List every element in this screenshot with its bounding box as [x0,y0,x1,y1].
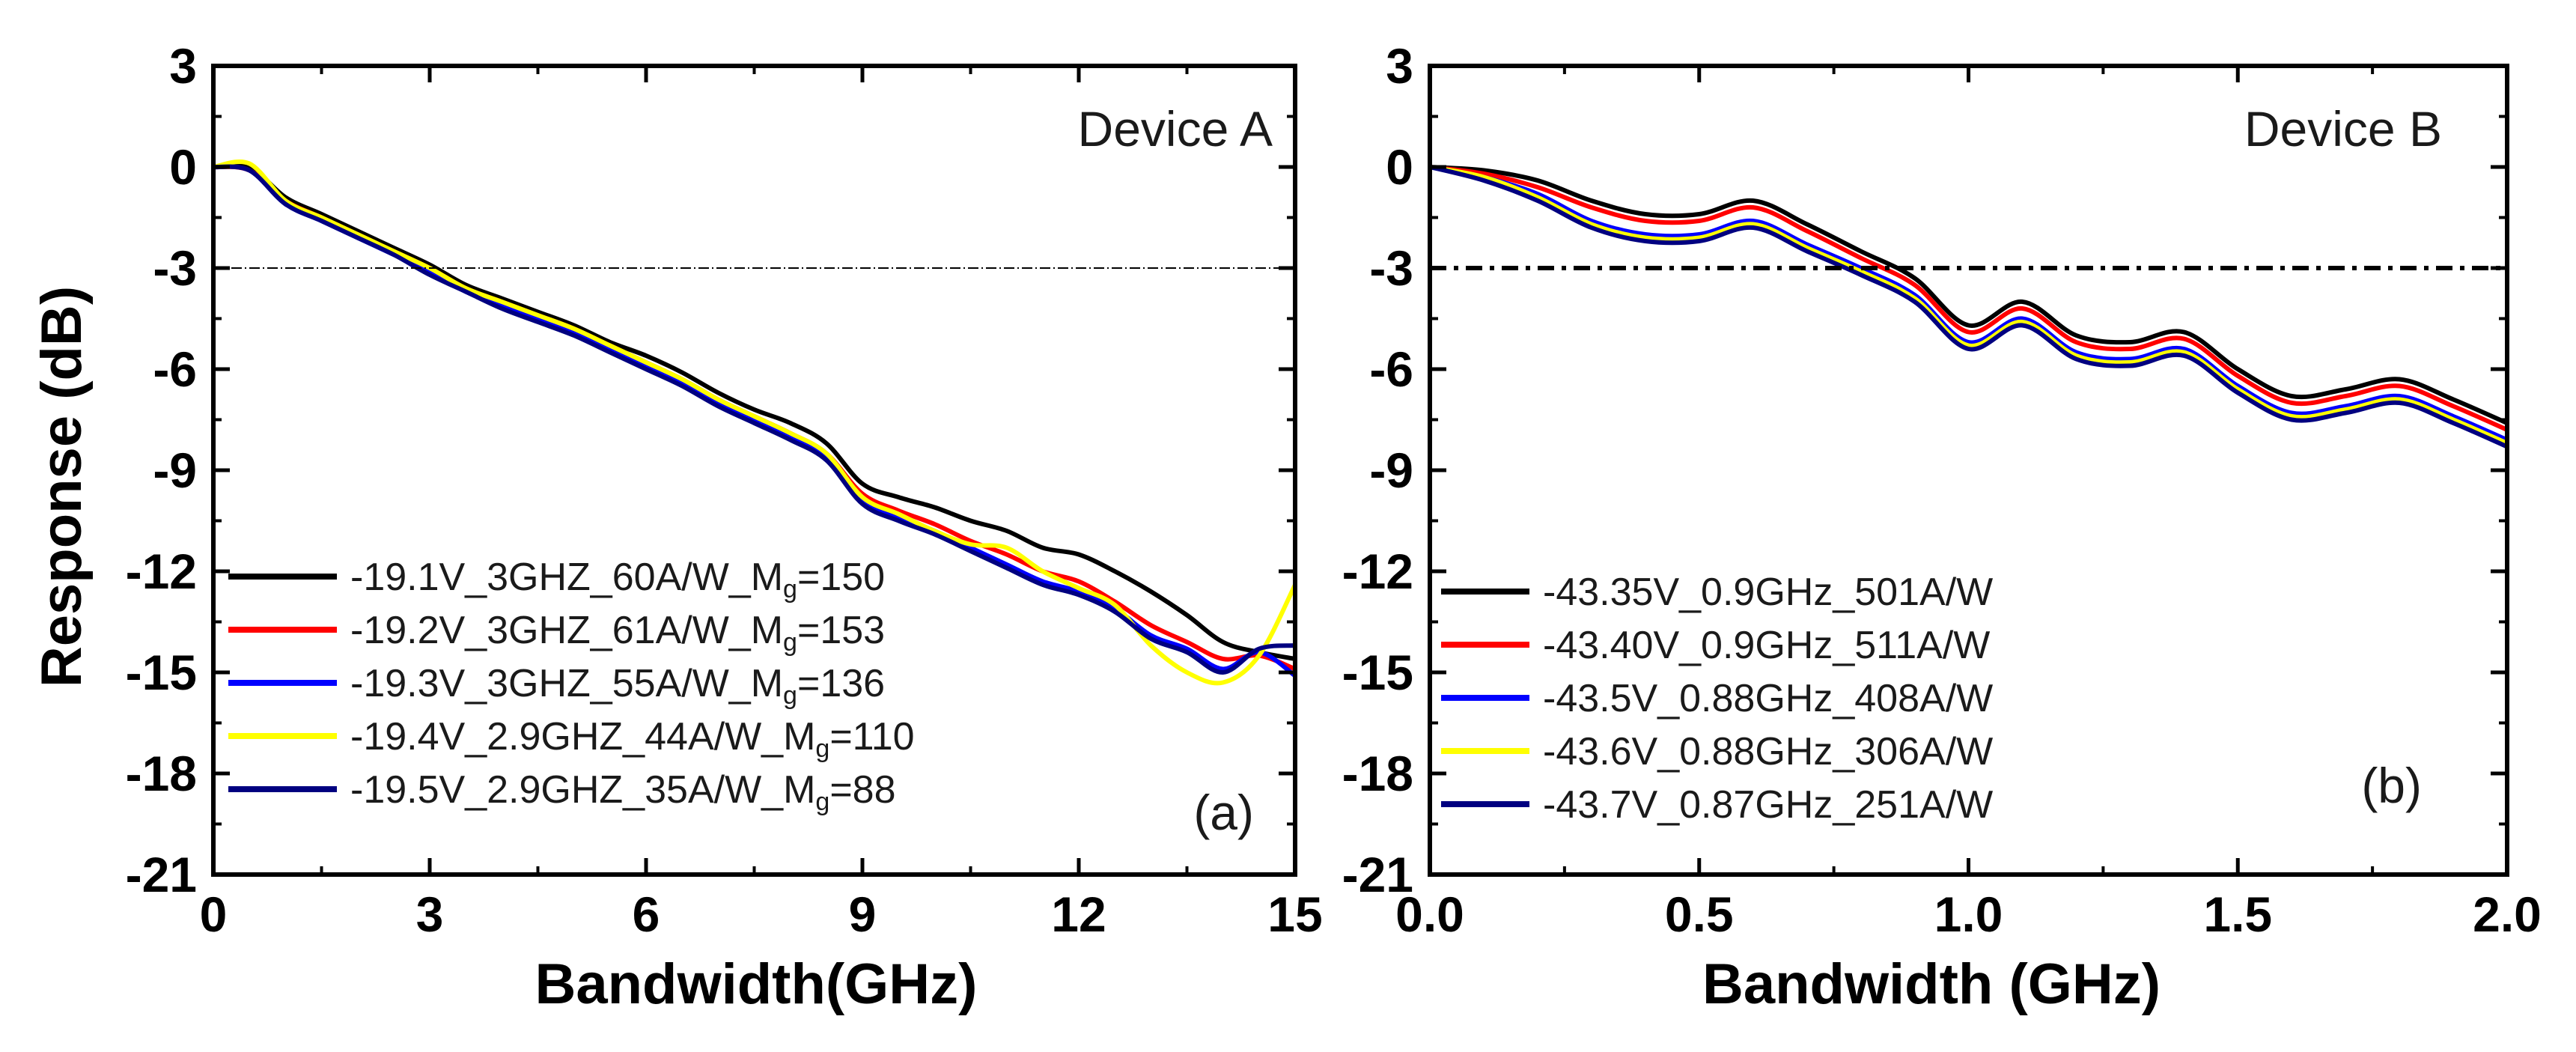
panel-a-legend-entry-5: -19.5V_2.9GHZ_35A/W_Mg=88 [350,768,896,816]
panel-a-series-line-1 [211,162,1297,661]
panel-b-legend-entry-2: -43.40V_0.9GHz_511A/W [1543,624,1990,667]
panel-a-legend-entry-2: -19.2V_3GHZ_61A/W_Mg=153 [350,609,885,657]
legend-series-name: -19.2V_3GHZ_61A/W_M [350,609,783,652]
panel-b-series-line-5 [1428,165,2509,449]
panel-b-x-tick-label: 1.5 [2203,887,2272,942]
panel-a-y-tick-label: 3 [169,38,197,94]
panel-a-y-tick-label: 0 [169,139,197,195]
panel-b-legend-entry-4: -43.6V_0.88GHz_306A/W [1543,730,1993,773]
legend-gain-value: =153 [797,609,885,652]
legend-series-name: -19.3V_3GHZ_55A/W_M [350,662,783,705]
panel-a-y-axis-title: Response (dB) [30,286,94,687]
panel-a-ticks: 30-3-6-9-12-15-18-210 3 6 9 12 15 [126,38,1323,942]
panel-a-y-tick-label: -15 [126,645,197,700]
panel-b-x-tick-label: 0.5 [1665,887,1734,942]
panel-b-series-line-4 [1428,165,2509,446]
panel-b-x-axis-title: Bandwidth (GHz) [1702,952,2161,1016]
panel-b-device-label: Device B [2244,101,2442,156]
legend-subscript: g [783,575,797,603]
legend-subscript: g [783,681,797,710]
panel-a-y-tick-label: -12 [126,544,197,599]
legend-gain-value: =150 [797,556,885,599]
panel-a-legend-entry-3: -19.3V_3GHZ_55A/W_Mg=136 [350,662,885,710]
panel-b-letter: (b) [2361,758,2422,813]
legend-series-name: -19.4V_2.9GHZ_44A/W_M [350,715,815,758]
panel-a-x-tick-label: 3 [416,887,444,942]
panel-b-y-tick-label: -21 [1342,847,1413,902]
panel-a-y-tick-label: -21 [126,847,197,902]
legend-subscript: g [815,788,829,816]
panel-b-legend-entry-5: -43.7V_0.87GHz_251A/W [1543,783,1993,827]
panel-a-x-tick-label: 15 [1267,887,1322,942]
panel-a-x-tick-label: 6 [633,887,660,942]
panel-a-y-tick-label: -18 [126,746,197,801]
panel-b-series-group [1428,165,2509,449]
panel-b-y-tick-label: -6 [1369,341,1413,397]
panel-a-series-line-5 [211,164,1297,675]
panel-a-letter: (a) [1193,785,1254,840]
legend-series-name: -43.35V_0.9GHz_501A/W [1543,571,1993,614]
legend-subscript: g [783,628,797,657]
panel-a-series-group [211,159,1297,686]
panel-b-y-tick-label: -12 [1342,544,1413,599]
legend-gain-value: =136 [797,662,885,705]
legend-series-name: -43.40V_0.9GHz_511A/W [1543,624,1990,667]
panel-b-ticks: 3 0 -3 -6 -9 -12 -15 -18 -210.0 0.5 1.0 1.5 2.0 [1342,38,2542,942]
panel-b-y-tick-label: 3 [1386,38,1413,94]
panel-b-x-tick-label: 2.0 [2473,887,2542,942]
legend-series-name: -19.1V_3GHZ_60A/W_M [350,556,783,599]
panel-b-y-tick-label: 0 [1386,139,1413,195]
panel-b-x-tick-label: 1.0 [1934,887,2003,942]
legend-series-name: -43.5V_0.88GHz_408A/W [1543,677,1993,720]
panel-a-series-line-4 [211,159,1297,686]
panel-b: 3 0 -3 -6 -9 -12 -15 -18 -210.0 0.5 1.0 1.5 2.0 Devi… [1342,38,2542,1016]
panel-a-y-tick-label: -9 [153,443,197,498]
legend-series-name: -43.7V_0.87GHz_251A/W [1543,783,1993,827]
panel-a-legend-entry-1: -19.1V_3GHZ_60A/W_Mg=150 [350,556,885,603]
panel-b-y-tick-label: -9 [1369,443,1413,498]
panel-b-y-tick-label: -18 [1342,746,1413,801]
legend-series-name: -19.5V_2.9GHZ_35A/W_M [350,768,815,812]
panel-a-device-label: Device A [1078,101,1273,156]
panel-b-series-line-1 [1428,165,2509,425]
panel-a: 30-3-6-9-12-15-18-210 3 6 9 12 15 Device A (a… [30,38,1323,1016]
panel-a-y-tick-label: -6 [153,341,197,397]
panel-a-x-tick-label: 0 [200,887,228,942]
panel-b-x-tick-label: 0.0 [1395,887,1464,942]
panel-b-y-tick-label: -3 [1369,240,1413,296]
panel-b-series-line-3 [1428,165,2509,443]
panel-b-legend-entry-3: -43.5V_0.88GHz_408A/W [1543,677,1993,720]
panel-a-legend-entry-4: -19.4V_2.9GHZ_44A/W_Mg=110 [350,715,915,763]
panel-a-x-tick-label: 9 [849,887,877,942]
legend-series-name: -43.6V_0.88GHz_306A/W [1543,730,1993,773]
legend-gain-value: =88 [829,768,895,812]
panel-b-legend: -43.35V_0.9GHz_501A/W -43.40V_0.9GHz_511A… [1441,571,1993,827]
panel-a-x-axis-title: Bandwidth(GHz) [535,952,977,1016]
panel-b-legend-entry-1: -43.35V_0.9GHz_501A/W [1543,571,1993,614]
panel-a-legend: -19.1V_3GHZ_60A/W_Mg=150-19.2V_3GHZ_61A/… [228,556,915,816]
panel-b-y-tick-label: -15 [1342,645,1413,700]
panel-a-y-tick-label: -3 [153,240,197,296]
legend-gain-value: =110 [829,715,914,758]
panel-a-x-tick-label: 12 [1051,887,1106,942]
panel-b-series-line-2 [1428,165,2509,432]
legend-subscript: g [815,735,829,763]
